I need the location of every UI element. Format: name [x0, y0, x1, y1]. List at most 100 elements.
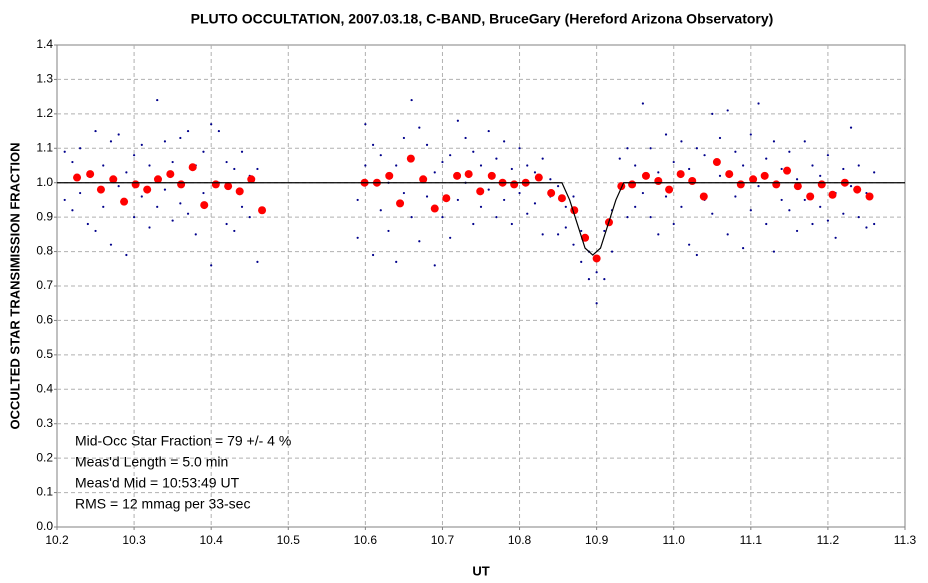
annotation: Meas'd Mid = 10:53:49 UT — [75, 475, 240, 491]
binned-point — [783, 166, 792, 175]
data-point — [140, 195, 143, 198]
data-point — [102, 205, 105, 208]
binned-point — [177, 180, 186, 189]
data-point — [63, 198, 66, 202]
binned-point — [853, 185, 862, 194]
data-point — [503, 198, 506, 202]
data-point — [132, 216, 136, 219]
data-point — [410, 98, 413, 102]
data-point — [210, 123, 213, 126]
data-point — [541, 157, 544, 160]
binned-point — [406, 154, 415, 163]
data-point — [371, 253, 375, 257]
data-point — [672, 222, 675, 226]
data-point — [811, 222, 814, 226]
data-point — [688, 243, 691, 246]
data-point — [580, 229, 583, 233]
data-point — [580, 260, 583, 263]
data-point — [233, 167, 236, 171]
data-point — [379, 154, 382, 157]
x-tick-label: 10.7 — [431, 533, 455, 547]
data-point — [695, 147, 698, 150]
data-point — [148, 164, 151, 167]
binned-point — [699, 192, 708, 201]
data-point — [456, 119, 459, 122]
data-point — [626, 147, 629, 150]
data-point — [772, 140, 776, 143]
data-point — [541, 233, 544, 236]
data-point — [449, 236, 452, 239]
x-tick-label: 11.3 — [894, 533, 917, 547]
data-point — [163, 140, 167, 143]
data-point — [79, 191, 82, 195]
data-point — [718, 136, 722, 140]
data-point — [757, 185, 760, 188]
binned-point — [760, 171, 769, 180]
binned-point — [442, 194, 451, 203]
data-point — [757, 102, 760, 105]
binned-point — [73, 173, 82, 182]
binned-point — [688, 176, 697, 185]
y-tick-label: 1.1 — [36, 140, 53, 154]
binned-point — [419, 175, 428, 184]
data-point — [63, 150, 66, 153]
y-tick-label: 1.0 — [36, 175, 53, 189]
model-line — [57, 182, 905, 256]
data-point — [163, 188, 167, 191]
binned-point — [131, 180, 140, 189]
data-point — [564, 226, 567, 229]
data-point — [518, 147, 521, 150]
binned-point — [476, 187, 485, 196]
data-point — [71, 160, 74, 164]
data-point — [587, 278, 591, 281]
y-tick-label: 1.4 — [36, 37, 53, 51]
data-point — [873, 222, 876, 226]
data-point — [518, 191, 521, 195]
x-tick-label: 10.9 — [585, 533, 609, 547]
binned-point — [166, 170, 175, 179]
binned-point — [534, 173, 543, 182]
data-point — [140, 143, 143, 146]
binned-point — [592, 254, 601, 263]
data-point — [533, 171, 537, 174]
binned-point — [211, 180, 220, 189]
binned-point — [258, 206, 267, 215]
x-tick-label: 10.4 — [200, 533, 224, 547]
data-point — [603, 229, 606, 233]
data-point — [418, 126, 421, 129]
data-point — [526, 164, 529, 167]
data-point — [395, 260, 398, 263]
data-point — [664, 195, 668, 198]
data-point — [487, 129, 490, 133]
y-tick-label: 0.9 — [36, 209, 53, 223]
data-point — [186, 129, 190, 133]
binned-point — [224, 182, 233, 191]
data-point — [94, 129, 97, 133]
data-point — [726, 109, 729, 112]
data-point — [526, 212, 529, 215]
data-point — [749, 133, 752, 136]
data-point — [240, 150, 244, 153]
data-point — [849, 126, 853, 129]
data-point — [186, 212, 190, 215]
y-tick-label: 1.2 — [36, 106, 53, 120]
x-tick-label: 11.0 — [662, 533, 685, 547]
data-point — [780, 198, 783, 202]
data-point — [826, 154, 830, 157]
binned-point — [86, 170, 95, 179]
data-point — [641, 102, 644, 105]
data-point — [179, 136, 182, 140]
data-point — [803, 140, 806, 143]
data-point — [641, 191, 644, 195]
data-point — [479, 205, 483, 208]
y-tick-label: 0.4 — [36, 381, 53, 395]
data-point — [456, 198, 459, 202]
data-point — [156, 205, 159, 208]
data-point — [210, 264, 213, 267]
data-point — [711, 212, 714, 215]
data-point — [788, 150, 791, 153]
data-point — [510, 222, 513, 226]
data-point — [742, 247, 745, 250]
data-point — [410, 216, 413, 219]
